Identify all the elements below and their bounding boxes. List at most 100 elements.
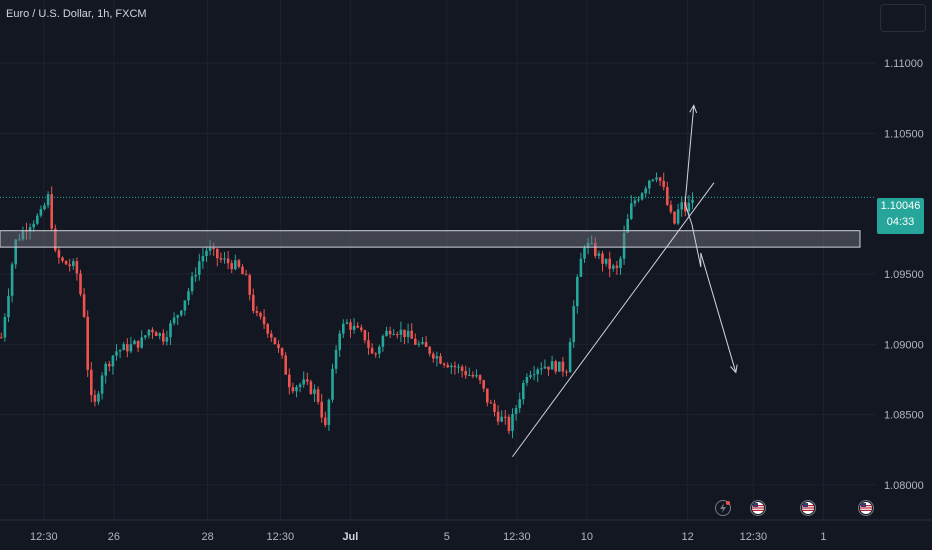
candle-body bbox=[327, 399, 331, 425]
flag-stripe bbox=[752, 507, 764, 509]
candle-body bbox=[284, 355, 287, 375]
candle-body bbox=[187, 291, 190, 301]
us-flag-icon[interactable] bbox=[800, 500, 816, 516]
candle-body bbox=[169, 323, 172, 338]
candle-body bbox=[496, 411, 500, 422]
candle-body bbox=[140, 337, 143, 348]
candle-body bbox=[288, 374, 291, 388]
candle-body bbox=[100, 375, 104, 394]
drawings bbox=[0, 104, 876, 458]
candle-body bbox=[126, 344, 129, 352]
candle-body bbox=[39, 209, 43, 216]
candle-body bbox=[536, 369, 539, 375]
candle-body bbox=[50, 194, 53, 229]
candle-body bbox=[151, 329, 154, 333]
x-tick-label: 1 bbox=[820, 531, 826, 543]
candle-body bbox=[61, 257, 64, 261]
candle-body bbox=[514, 408, 518, 415]
us-flag-icon[interactable] bbox=[858, 500, 874, 516]
candle-body bbox=[486, 388, 489, 403]
candle-body bbox=[342, 323, 345, 334]
candle-body bbox=[172, 317, 176, 324]
candle-body bbox=[154, 332, 158, 336]
candle-body bbox=[136, 340, 140, 348]
candle-body bbox=[86, 316, 89, 370]
candle-body bbox=[655, 177, 658, 180]
candle-body bbox=[540, 368, 543, 370]
candle-body bbox=[608, 258, 611, 269]
candle-body bbox=[583, 247, 586, 259]
candle-body bbox=[241, 266, 244, 275]
candle-body bbox=[561, 361, 565, 372]
time-axis[interactable]: 12:30 26 28 12:30 Jul 5 12:30 10 12 12:30 1 bbox=[0, 519, 932, 543]
candle-body bbox=[493, 403, 496, 412]
x-tick-label: 28 bbox=[201, 531, 213, 543]
candle-body bbox=[266, 324, 269, 334]
candle-body bbox=[183, 300, 187, 311]
candle-body bbox=[662, 180, 665, 188]
candle-body bbox=[79, 273, 82, 295]
y-tick-label: 1.08000 bbox=[884, 480, 924, 492]
candle-body bbox=[507, 416, 511, 431]
axis-settings-box[interactable] bbox=[880, 4, 926, 32]
candle-body bbox=[633, 200, 637, 204]
candle-body bbox=[457, 366, 460, 368]
candle-body bbox=[543, 366, 547, 369]
candle-body bbox=[194, 274, 197, 277]
candle-body bbox=[270, 333, 273, 338]
candle-body bbox=[658, 177, 662, 181]
candle-body bbox=[504, 416, 507, 418]
candle-body bbox=[118, 350, 122, 352]
candle-body bbox=[673, 211, 676, 224]
candle-body bbox=[122, 344, 125, 351]
candle-body bbox=[334, 349, 338, 369]
candle-body bbox=[273, 337, 277, 345]
candle-body bbox=[378, 346, 381, 354]
candle-body bbox=[244, 274, 248, 276]
candle-body bbox=[669, 204, 673, 212]
candle-body bbox=[90, 369, 93, 396]
candle-body bbox=[115, 351, 118, 356]
x-tick-label: Jul bbox=[342, 531, 358, 543]
current-price-tag: 1.10046 04:33 bbox=[877, 198, 924, 234]
candle-body bbox=[237, 260, 241, 267]
candle-body bbox=[291, 387, 295, 392]
candle-body bbox=[57, 250, 61, 258]
candle-body bbox=[439, 356, 442, 364]
price-axis[interactable]: 1.11000 1.10500 1.09500 1.09000 1.08500 1.080… bbox=[884, 58, 924, 492]
candle-body bbox=[640, 193, 644, 200]
candle-body bbox=[309, 381, 313, 394]
candle-body bbox=[604, 258, 608, 264]
candle-body bbox=[162, 333, 165, 342]
candle-body bbox=[572, 306, 575, 343]
candle-body bbox=[68, 264, 71, 267]
us-flag-icon[interactable] bbox=[750, 500, 766, 516]
candle-body bbox=[442, 363, 446, 365]
candle-body bbox=[302, 379, 305, 385]
candle-body bbox=[356, 325, 359, 328]
candle-body bbox=[421, 342, 424, 344]
candle-body bbox=[324, 417, 327, 425]
candle-body bbox=[637, 199, 640, 201]
candle-body bbox=[594, 242, 597, 256]
candle-body bbox=[622, 232, 626, 259]
candle-body bbox=[32, 223, 35, 228]
candle-body bbox=[360, 327, 363, 331]
candle-body bbox=[363, 330, 367, 341]
flag-canton bbox=[861, 503, 866, 507]
candle-body bbox=[374, 353, 377, 355]
trendline bbox=[512, 182, 715, 458]
candle-body bbox=[93, 395, 97, 402]
candle-body bbox=[392, 334, 395, 336]
candle-body bbox=[7, 295, 10, 318]
projection-down-arrowhead bbox=[730, 364, 738, 374]
event-icons[interactable] bbox=[715, 500, 874, 516]
candle-body bbox=[478, 375, 482, 381]
candle-body bbox=[417, 343, 421, 345]
candle-body bbox=[36, 215, 39, 224]
candle-body bbox=[252, 294, 255, 312]
candle-body bbox=[219, 258, 223, 260]
candle-body bbox=[298, 384, 302, 387]
lightning-icon[interactable] bbox=[715, 500, 731, 516]
